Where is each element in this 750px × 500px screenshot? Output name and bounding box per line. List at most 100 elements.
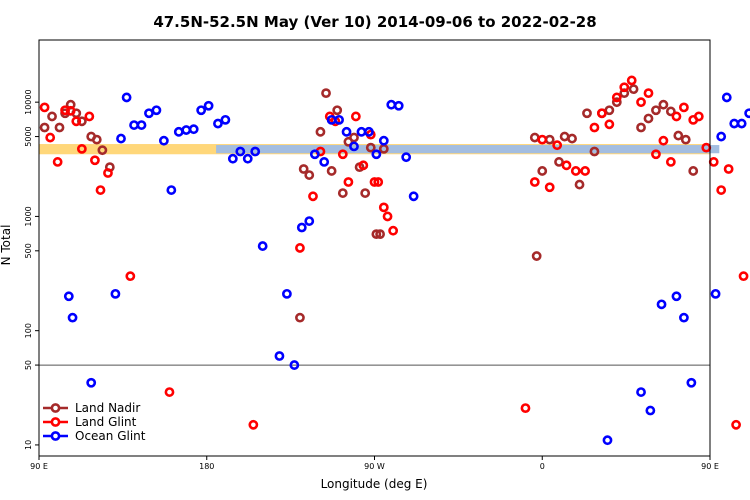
data-point: [679, 312, 689, 323]
data-point: [188, 124, 199, 135]
data-point: [537, 166, 548, 176]
data-point: [611, 92, 622, 103]
legend-label: Land Glint: [75, 415, 137, 429]
data-point: [250, 146, 261, 157]
data-point: [227, 153, 238, 164]
series-land-glint: [39, 75, 749, 430]
data-point: [658, 99, 669, 110]
data-point: [611, 97, 622, 108]
data-point: [164, 387, 175, 397]
data-point: [173, 126, 184, 137]
data-point: [552, 140, 563, 151]
data-point: [378, 202, 389, 213]
data-point: [295, 312, 305, 323]
data-point: [628, 84, 639, 95]
data-point: [559, 131, 570, 142]
data-point: [110, 288, 121, 299]
data-point: [574, 179, 585, 190]
data-point: [136, 120, 147, 130]
data-point: [337, 188, 348, 198]
data-point: [710, 288, 721, 299]
data-point: [636, 122, 646, 133]
data-point: [604, 105, 615, 116]
data-point: [341, 126, 352, 137]
data-point: [671, 111, 682, 122]
data-point: [97, 145, 108, 156]
legend-marker: [50, 403, 61, 413]
data-point: [716, 185, 727, 195]
series-ocean-glint: [63, 92, 750, 446]
data-point: [401, 152, 412, 163]
data-point: [636, 97, 646, 108]
data-point: [744, 108, 750, 119]
y-tick-label: 5000: [24, 126, 33, 146]
data-point: [116, 133, 126, 144]
data-point: [350, 111, 361, 122]
data-point: [91, 134, 102, 145]
data-point: [567, 133, 577, 144]
data-point: [356, 126, 367, 137]
band-blue: [216, 145, 720, 154]
data-point: [65, 105, 76, 116]
data-point: [382, 211, 393, 222]
data-point: [47, 111, 57, 122]
data-point: [643, 113, 654, 124]
data-point: [84, 111, 95, 122]
y-tick-label: 10: [24, 440, 33, 450]
data-point: [166, 185, 177, 195]
x-tick-label: 90 W: [364, 462, 385, 471]
y-tick-label: 500: [24, 243, 33, 258]
data-point: [723, 164, 734, 174]
data-point: [671, 291, 682, 302]
data-point: [365, 142, 376, 153]
data-point: [289, 360, 300, 370]
data-point: [248, 419, 259, 430]
data-point: [349, 141, 359, 152]
data-point: [378, 135, 389, 146]
data-point: [326, 166, 337, 176]
data-point: [596, 108, 607, 119]
data-point: [103, 168, 113, 178]
data-point: [731, 419, 741, 430]
data-point: [71, 116, 82, 127]
data-point: [60, 105, 70, 116]
data-point: [39, 102, 50, 113]
data-point: [561, 160, 572, 171]
data-point: [529, 177, 540, 187]
x-tick-label: 180: [199, 462, 214, 471]
data-point: [121, 92, 132, 103]
data-point: [375, 229, 385, 240]
data-point: [388, 225, 399, 236]
data-point: [196, 105, 207, 116]
data-point: [360, 188, 371, 198]
x-axis-label: Longitude (deg E): [321, 477, 428, 491]
data-point: [76, 116, 87, 127]
data-point: [651, 149, 661, 160]
data-point: [95, 185, 106, 195]
plot-area: 10 50 100 500 1000 5000 10000 90 E 180 90 W 0 90 E: [24, 75, 750, 471]
data-point: [604, 119, 615, 130]
data-point: [308, 191, 318, 202]
legend-marker: [50, 431, 61, 441]
data-point: [371, 149, 382, 160]
data-point: [544, 134, 555, 145]
data-point: [144, 108, 154, 119]
data-point: [181, 125, 192, 135]
data-point: [656, 299, 667, 310]
data-point: [39, 122, 50, 133]
data-point: [651, 105, 661, 116]
data-point: [408, 191, 419, 202]
data-point: [349, 132, 359, 143]
data-point: [679, 102, 689, 113]
data-point: [602, 435, 613, 446]
data-point: [235, 146, 246, 157]
data-point: [296, 222, 307, 233]
data-point: [693, 111, 704, 122]
data-point: [129, 120, 139, 130]
data-point: [334, 114, 344, 125]
data-point: [619, 88, 630, 99]
data-point: [76, 143, 87, 154]
chart-title: 47.5N-52.5N May (Ver 10) 2014-09-06 to 2…: [153, 13, 596, 31]
data-point: [309, 149, 320, 160]
data-point: [220, 114, 231, 125]
